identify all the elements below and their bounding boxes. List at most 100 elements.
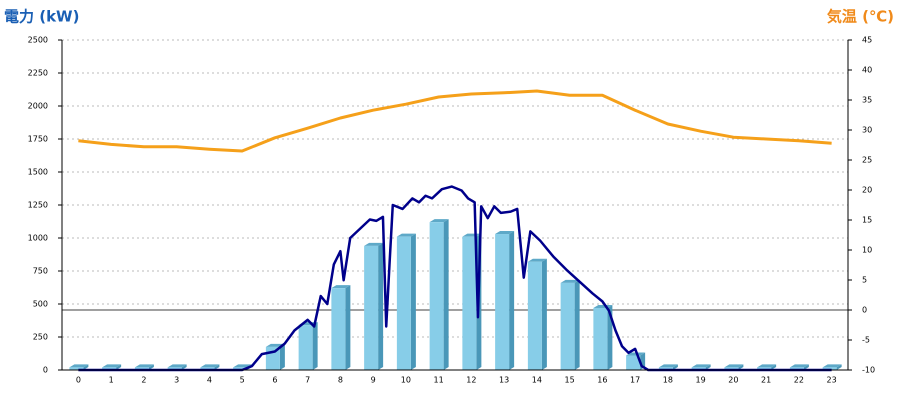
bar-top: [396, 233, 416, 237]
bar-top: [560, 279, 580, 283]
bar-side: [738, 364, 744, 370]
bar: [691, 364, 711, 370]
bar-front: [396, 236, 411, 370]
x-tick-label: 10: [401, 376, 411, 385]
bar-side: [181, 364, 187, 370]
bar-top: [626, 352, 646, 356]
bar: [527, 258, 547, 370]
bar-front: [167, 367, 182, 370]
y-tick-label: 750: [33, 267, 48, 276]
bar-front: [298, 325, 313, 370]
bar-side: [443, 219, 449, 370]
y2-tick-label: 40: [862, 66, 872, 75]
bar-top: [691, 364, 711, 368]
x-tick-label: 20: [728, 376, 738, 385]
y-tick-label: 500: [33, 300, 48, 309]
bar: [265, 343, 285, 370]
y-tick-label: 2500: [28, 36, 48, 45]
bar-top: [822, 364, 842, 368]
y-tick-label: 250: [33, 333, 48, 342]
x-tick-label: 23: [827, 376, 837, 385]
y-tick-label: 2000: [28, 102, 48, 111]
x-tick-label: 8: [338, 376, 343, 385]
x-tick-label: 17: [630, 376, 640, 385]
bar: [495, 231, 515, 370]
x-tick-label: 11: [434, 376, 444, 385]
bar-top: [167, 364, 187, 368]
bar-top: [102, 364, 122, 368]
x-tick-label: 16: [597, 376, 607, 385]
y-tick-label: 1750: [28, 135, 48, 144]
y2-tick-label: 5: [862, 276, 867, 285]
x-tick-label: 4: [207, 376, 212, 385]
bar-top: [69, 364, 89, 368]
y2-tick-label: 25: [862, 156, 872, 165]
x-tick-label: 2: [141, 376, 146, 385]
y2-tick-label: 20: [862, 186, 872, 195]
bar-side: [836, 364, 842, 370]
bar-side: [541, 258, 547, 370]
y2-tick-label: 15: [862, 216, 872, 225]
bar-side: [378, 242, 384, 370]
bar-front: [200, 367, 215, 370]
bar-front: [789, 367, 804, 370]
bar-front: [69, 367, 84, 370]
x-tick-label: 14: [532, 376, 542, 385]
y-axis-title: 電力 (kW): [4, 8, 79, 26]
bar-front: [364, 245, 379, 370]
bar: [724, 364, 744, 370]
y2-tick-label: 10: [862, 246, 872, 255]
y2-tick-label: 0: [862, 306, 867, 315]
bar-front: [102, 367, 117, 370]
x-tick-label: 7: [305, 376, 310, 385]
bar-front: [593, 307, 608, 370]
bar: [822, 364, 842, 370]
bar-top: [658, 364, 678, 368]
bar-side: [214, 364, 220, 370]
bar-side: [705, 364, 711, 370]
bar-top: [757, 364, 777, 368]
y-tick-label: 0: [43, 366, 48, 375]
bar-side: [410, 233, 416, 370]
x-tick-label: 3: [174, 376, 179, 385]
bar: [789, 364, 809, 370]
x-tick-label: 1: [109, 376, 114, 385]
bar-side: [574, 279, 580, 370]
y2-axis-title: 気温 (℃): [827, 8, 894, 26]
bar-side: [672, 364, 678, 370]
y-tick-label: 1250: [28, 201, 48, 210]
bar-front: [527, 261, 542, 370]
bar-front: [822, 367, 837, 370]
bar: [757, 364, 777, 370]
x-tick-label: 0: [76, 376, 81, 385]
y2-tick-label: 30: [862, 126, 872, 135]
bar-top: [789, 364, 809, 368]
bar: [364, 242, 384, 370]
x-tick-label: 19: [696, 376, 706, 385]
bar-side: [116, 364, 122, 370]
y2-tick-label: 35: [862, 96, 872, 105]
x-tick-label: 13: [499, 376, 509, 385]
bar-side: [312, 322, 318, 370]
bar-front: [462, 236, 477, 370]
power-line: [78, 185, 832, 372]
bar-side: [509, 231, 515, 370]
x-tick-label: 5: [240, 376, 245, 385]
y2-tick-label: 45: [862, 36, 872, 45]
x-tick-label: 22: [794, 376, 804, 385]
y-tick-label: 1000: [28, 234, 48, 243]
y-tick-label: 1500: [28, 168, 48, 177]
bar: [134, 364, 154, 370]
bar: [396, 233, 416, 370]
x-tick-label: 9: [371, 376, 376, 385]
bar: [331, 285, 351, 370]
bar-front: [757, 367, 772, 370]
bar-top: [724, 364, 744, 368]
bar-front: [429, 222, 444, 370]
bar-front: [626, 355, 641, 370]
bar: [167, 364, 187, 370]
bar-side: [803, 364, 809, 370]
bar-front: [233, 367, 248, 370]
bar: [429, 219, 449, 370]
